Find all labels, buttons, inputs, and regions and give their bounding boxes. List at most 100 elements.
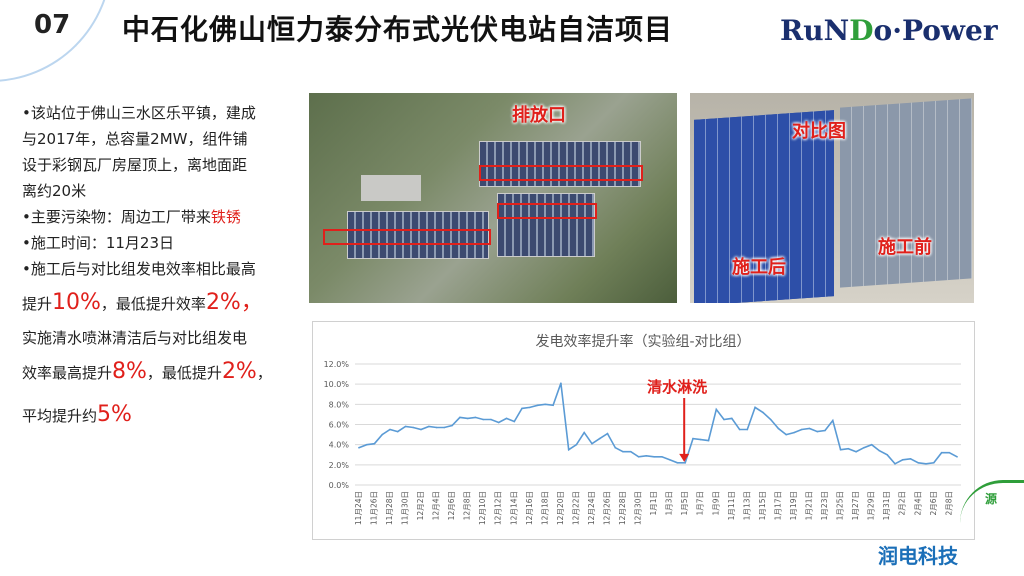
- data-point: [668, 459, 671, 461]
- y-tick-label: 4.0%: [329, 441, 350, 450]
- x-tick-label: 11月30日: [401, 491, 410, 525]
- data-point: [707, 439, 710, 442]
- data-point: [435, 426, 438, 429]
- x-tick-label: 12月2日: [416, 491, 425, 520]
- data-point: [389, 428, 391, 431]
- leaf-icon: D: [849, 14, 874, 47]
- data-point: [396, 430, 399, 433]
- x-tick-label: 12月26日: [603, 491, 612, 525]
- compare-label: 对比图: [792, 121, 846, 142]
- data-point: [598, 437, 601, 440]
- x-tick-label: 12月16日: [525, 491, 534, 525]
- data-point: [855, 450, 857, 453]
- data-point: [715, 408, 718, 411]
- bullet-text: 提升10%，最低提升效率2%，: [22, 290, 263, 315]
- pollutant-highlight: 铁锈: [210, 208, 241, 226]
- data-point: [560, 382, 562, 384]
- x-tick-label: 2月4日: [913, 491, 922, 516]
- data-point: [738, 428, 741, 431]
- x-tick-label: 12月8日: [463, 491, 472, 520]
- max-gain-value: 8%: [112, 359, 147, 384]
- data-point: [373, 442, 376, 445]
- x-tick-label: 12月20日: [556, 491, 565, 525]
- highlight-box: [479, 165, 643, 181]
- x-tick-label: 1月15日: [758, 491, 767, 520]
- x-tick-label: 12月30日: [634, 491, 643, 525]
- min-gain-value: 2%: [205, 290, 241, 315]
- y-tick-label: 0.0%: [329, 481, 350, 490]
- highlight-box: [323, 229, 491, 245]
- data-point: [777, 427, 780, 430]
- data-point: [420, 428, 422, 431]
- x-tick-label: 1月21日: [805, 491, 814, 520]
- bullet-text: •该站位于佛山三水区乐平镇，建成: [22, 104, 256, 122]
- data-point: [614, 446, 617, 449]
- data-point: [630, 450, 632, 453]
- slide-title: 中石化佛山恒力泰分布式光伏电站自洁项目: [122, 13, 674, 46]
- before-label: 施工前: [878, 237, 932, 258]
- data-point: [800, 428, 803, 431]
- data-point: [661, 456, 663, 458]
- highlight-box: [497, 203, 597, 219]
- data-point: [358, 446, 360, 449]
- data-point: [808, 427, 811, 430]
- bullet-list: •该站位于佛山三水区乐平镇，建成 与2017年，总容量2MW，组件铺 设于彩钢瓦…: [22, 100, 312, 437]
- data-point: [754, 406, 756, 409]
- x-tick-label: 12月28日: [618, 491, 627, 525]
- bullet-time: •施工时间：11月23日: [22, 234, 175, 252]
- chart-svg: 发电效率提升率（实验组-对比组） 0.0% 2.0% 4.0% 6.0% 8.0% 10.0…: [324, 333, 961, 525]
- data-point: [529, 406, 531, 409]
- x-tick-label: 12月24日: [587, 491, 596, 525]
- slide-number: 07: [34, 10, 71, 40]
- bullet-text: 效率最高提升8%，最低提升2%，: [22, 359, 272, 384]
- bullet-text: 实施清水喷淋清洁后与对比组发电: [22, 329, 248, 347]
- data-point: [521, 407, 523, 410]
- data-point: [785, 433, 787, 436]
- min-gain-value: 2%: [221, 359, 257, 384]
- after-label: 施工后: [732, 257, 786, 278]
- data-point: [381, 433, 383, 436]
- data-point: [832, 419, 834, 422]
- aerial-photo: 排放口: [309, 93, 677, 303]
- x-tick-label: 12月14日: [509, 491, 518, 525]
- x-tick-label: 1月19日: [789, 491, 798, 520]
- data-point: [933, 462, 935, 464]
- data-point: [956, 456, 958, 458]
- x-tick-label: 1月27日: [851, 491, 860, 520]
- data-point: [699, 438, 702, 441]
- x-tick-label: 1月29日: [867, 491, 876, 520]
- solar-roof: [347, 211, 489, 259]
- y-tick-label: 10.0%: [324, 380, 350, 389]
- dirty-panel: [840, 98, 972, 288]
- x-tick-label: 12月18日: [540, 491, 549, 525]
- bullet-text: 离约20米: [22, 182, 87, 200]
- x-tick-label: 12月4日: [432, 491, 441, 520]
- data-point: [412, 426, 415, 429]
- x-tick-label: 1月13日: [742, 491, 751, 520]
- data-point: [948, 451, 951, 454]
- x-tick-label: 2月8日: [944, 491, 953, 516]
- x-tick-label: 1月7日: [696, 491, 705, 516]
- data-point: [459, 416, 461, 419]
- data-point: [886, 454, 888, 456]
- data-point: [536, 404, 539, 407]
- data-point: [567, 448, 570, 451]
- series-line: [358, 382, 958, 465]
- annotation-label: 清水淋洗: [647, 378, 707, 396]
- y-tick-label: 8.0%: [329, 400, 350, 409]
- x-tick-label: 12月10日: [478, 491, 487, 525]
- data-point: [692, 437, 694, 440]
- x-tick-label: 12月6日: [447, 491, 456, 520]
- data-point: [637, 456, 640, 458]
- brand-logo: RuNDo·Power: [780, 14, 998, 47]
- data-point: [482, 418, 484, 421]
- x-tick-label: 1月17日: [773, 491, 782, 520]
- data-point: [870, 443, 873, 446]
- bullet-text: 平均提升约5%: [22, 402, 132, 427]
- panel-compare-photo: 对比图 施工后 施工前: [690, 93, 974, 303]
- data-point: [917, 462, 920, 464]
- x-tick-label: 12月12日: [494, 491, 503, 525]
- data-point: [723, 418, 725, 421]
- data-point: [878, 449, 881, 452]
- data-point: [466, 417, 469, 420]
